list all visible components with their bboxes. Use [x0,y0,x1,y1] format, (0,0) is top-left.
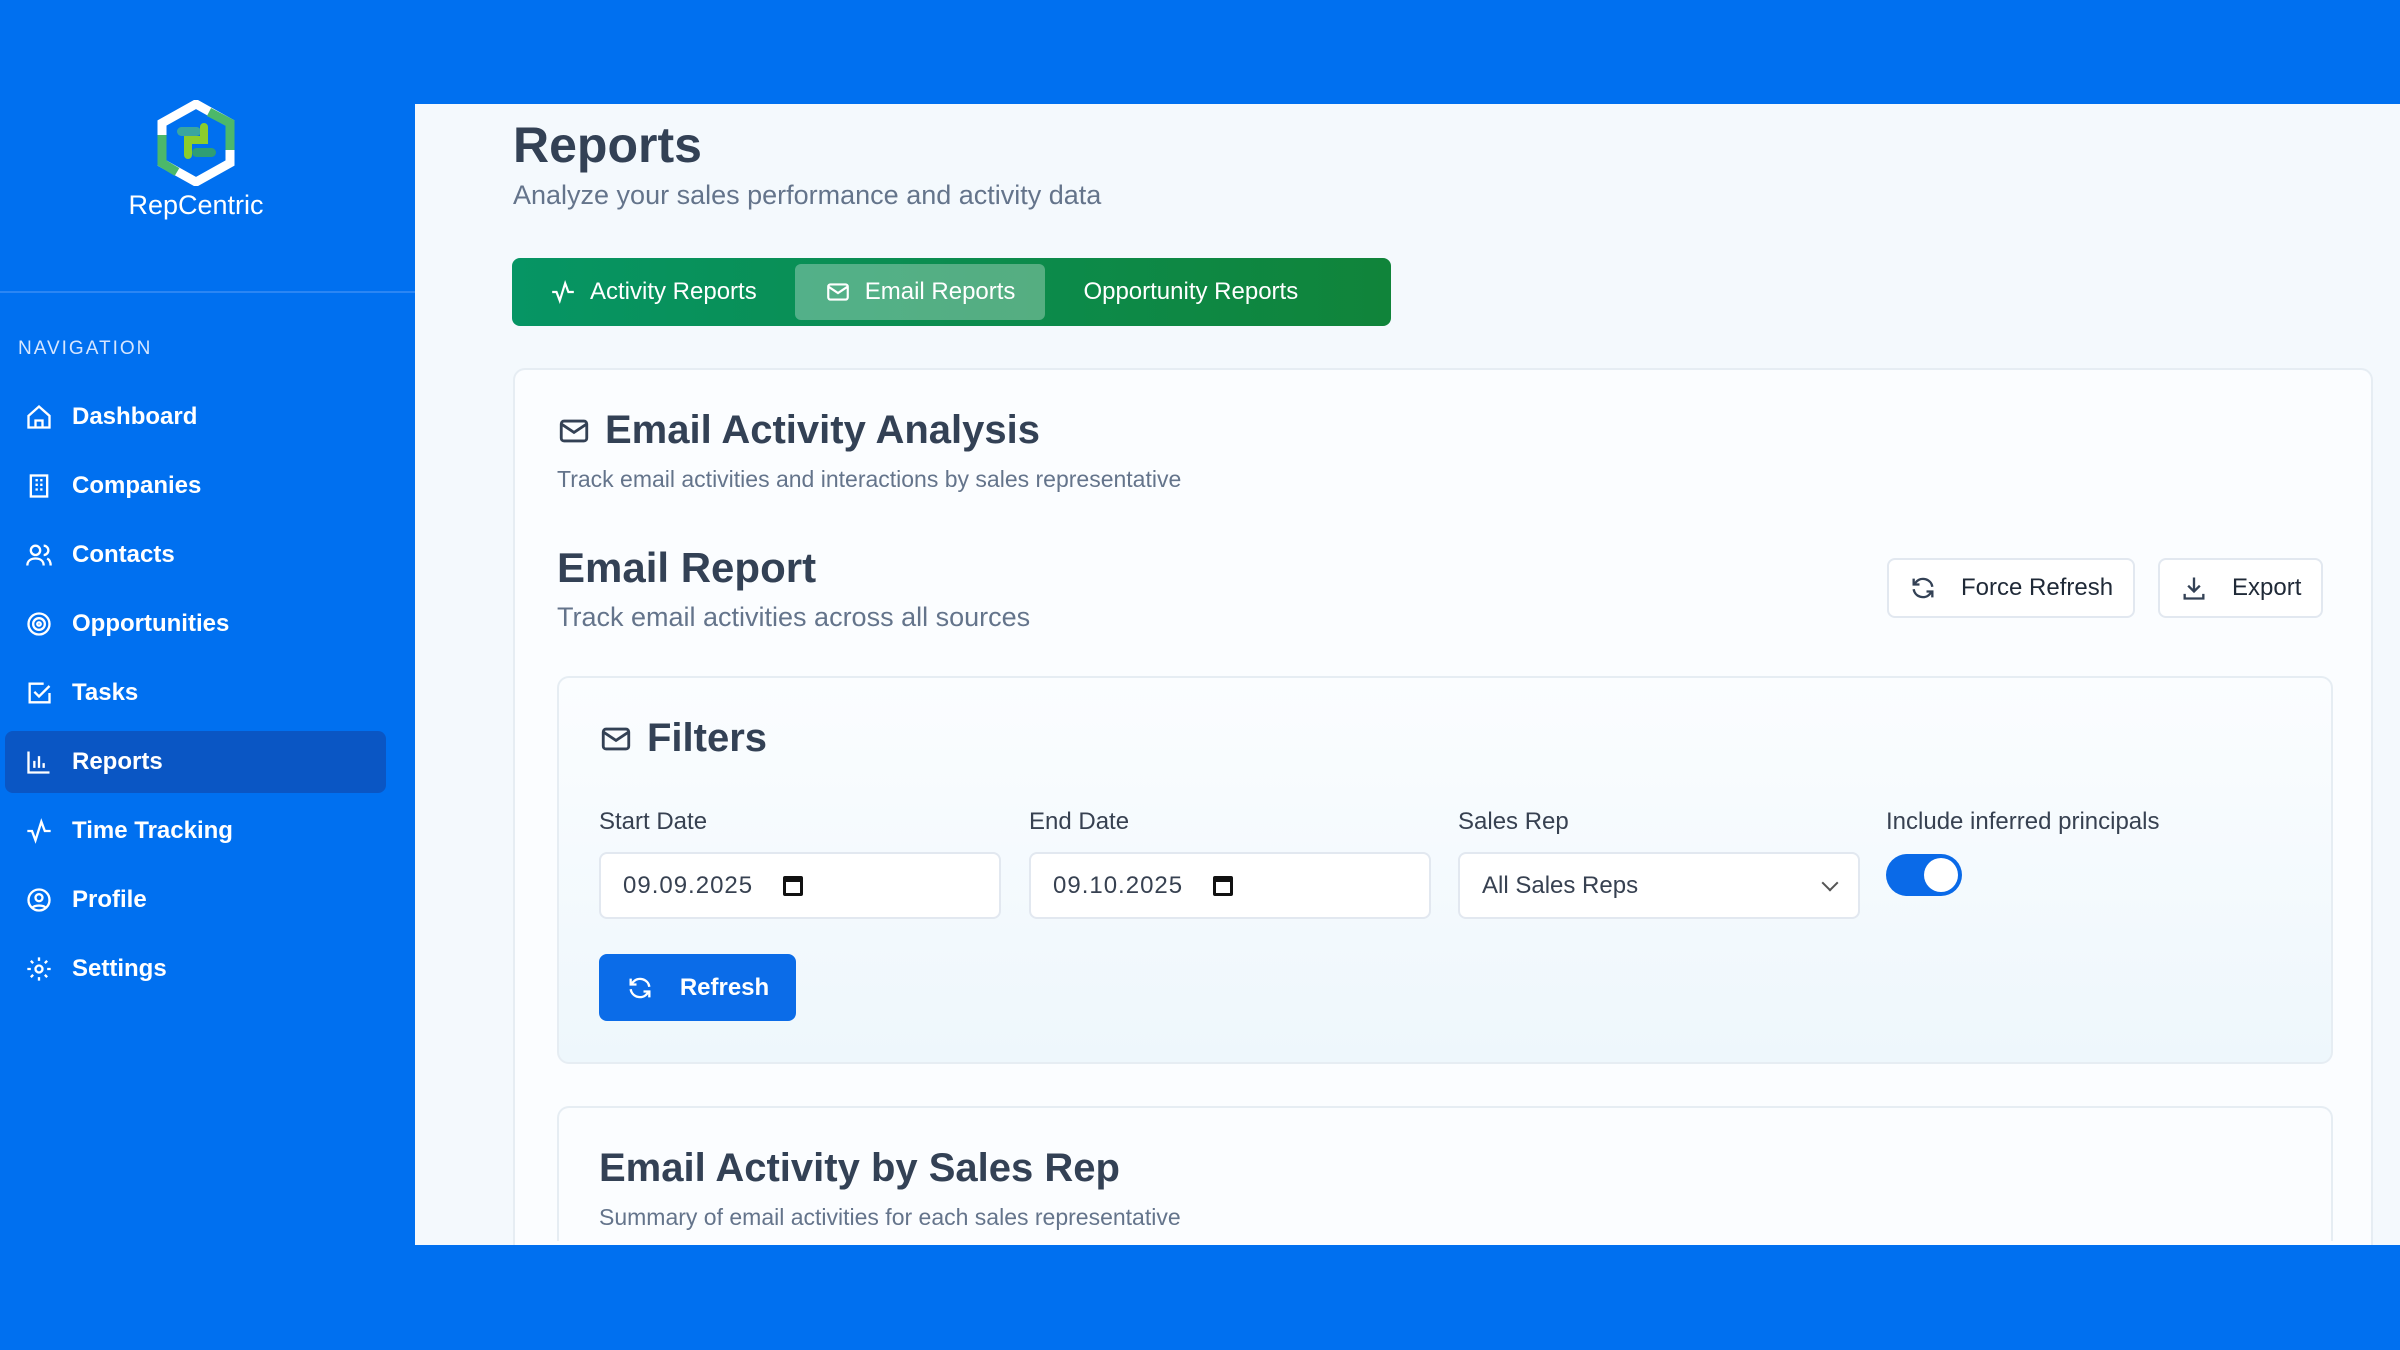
card-title-text: Email Activity Analysis [605,408,1040,452]
mail-icon [601,727,631,750]
brand-name: RepCentric [128,190,264,220]
mail-icon [826,283,849,301]
tab-label: Activity Reports [590,278,757,305]
sales-rep-select[interactable]: All Sales Reps [1458,852,1860,919]
sales-rep-label: Sales Rep [1458,808,1569,835]
email-analysis-card: Email Activity Analysis Track email acti… [513,368,2373,1245]
sidebar-item-companies[interactable]: Companies [5,455,386,517]
sidebar-item-label: Dashboard [72,403,198,430]
filters-title: Filters [599,716,767,761]
filters-panel: Filters Start Date 09.09.2025 End Date 0… [557,676,2333,1064]
calendar-icon[interactable] [1213,875,1234,896]
check-square-icon [28,682,51,704]
users-icon [26,544,52,566]
sidebar-item-label: Profile [72,886,147,913]
sidebar-item-profile[interactable]: Profile [5,869,386,931]
sidebar-item-reports[interactable]: Reports [5,731,386,793]
sidebar-item-label: Companies [72,472,202,499]
summary-card: Email Activity by Sales Rep Summary of e… [557,1106,2333,1241]
tab-opportunity-reports[interactable]: Opportunity Reports [1053,264,1328,320]
summary-subtitle: Summary of email activities for each sal… [599,1204,1181,1230]
sidebar-item-label: Settings [72,955,167,982]
report-subtitle: Track email activities across all source… [557,602,1031,632]
sidebar-item-label: Tasks [72,679,139,706]
button-label: Export [2232,574,2302,601]
start-date-label: Start Date [599,808,708,835]
card-title: Email Activity Analysis [557,408,1040,453]
tab-activity-reports[interactable]: Activity Reports [520,264,787,320]
activity-icon [552,279,574,305]
report-title: Email Report [557,544,817,591]
gear-icon [27,957,51,981]
start-date-value: 09.09.2025 [623,871,754,899]
inferred-label: Include inferred principals [1886,808,2160,835]
download-icon [2183,577,2205,600]
bar-chart-icon [27,751,50,774]
button-label: Force Refresh [1961,574,2114,601]
sidebar-item-label: Opportunities [72,610,230,637]
report-tabs: Activity Reports Email Reports Opportuni… [512,258,1391,326]
end-date-input[interactable]: 09.10.2025 [1029,852,1431,919]
export-button[interactable]: Export [2158,558,2324,618]
tab-label: Email Reports [864,278,1016,305]
nav-list: Dashboard Companies Contacts Opportuniti… [5,386,386,1007]
target-icon [27,612,51,636]
refresh-button[interactable]: Refresh [599,954,796,1021]
end-date-value: 09.10.2025 [1053,871,1184,899]
toggle-knob [1924,858,1958,892]
activity-icon [27,818,51,844]
logo[interactable]: RepCentric [0,100,392,221]
filters-title-text: Filters [647,716,768,760]
sidebar: RepCentric NAVIGATION Dashboard Companie… [0,0,415,1350]
card-subtitle: Track email activities and interactions … [557,466,1182,492]
inferred-principals-toggle[interactable] [1886,854,1962,896]
sidebar-item-contacts[interactable]: Contacts [5,524,386,586]
nav-section-label: NAVIGATION [18,338,153,359]
sidebar-item-label: Reports [72,748,163,775]
tab-email-reports[interactable]: Email Reports [794,264,1046,320]
chevron-down-icon [1821,874,1839,891]
force-refresh-button[interactable]: Force Refresh [1887,558,2136,618]
button-label: Refresh [679,973,770,1001]
sidebar-item-label: Contacts [72,541,175,568]
sidebar-item-label: Time Tracking [72,817,233,844]
refresh-icon [1912,577,1934,599]
calendar-icon[interactable] [783,875,804,896]
page-subtitle: Analyze your sales performance and activ… [513,180,1102,210]
end-date-label: End Date [1029,808,1130,835]
mail-icon [559,419,589,442]
sidebar-item-tasks[interactable]: Tasks [5,662,386,724]
summary-title: Email Activity by Sales Rep [599,1146,1120,1190]
page-title: Reports [513,117,702,173]
sales-rep-value: All Sales Reps [1482,871,1639,899]
building-icon [29,474,49,498]
tab-label: Opportunity Reports [1083,278,1299,305]
sidebar-item-time-tracking[interactable]: Time Tracking [5,800,386,862]
sidebar-divider [0,291,415,293]
sidebar-item-dashboard[interactable]: Dashboard [5,386,386,448]
home-icon [27,404,51,429]
main-content: Reports Analyze your sales performance a… [415,104,2400,1245]
refresh-icon [629,977,651,998]
sidebar-item-settings[interactable]: Settings [5,938,386,1000]
start-date-input[interactable]: 09.09.2025 [599,852,1001,919]
user-circle-icon [27,888,51,912]
sidebar-item-opportunities[interactable]: Opportunities [5,593,386,655]
logo-icon [157,100,235,186]
